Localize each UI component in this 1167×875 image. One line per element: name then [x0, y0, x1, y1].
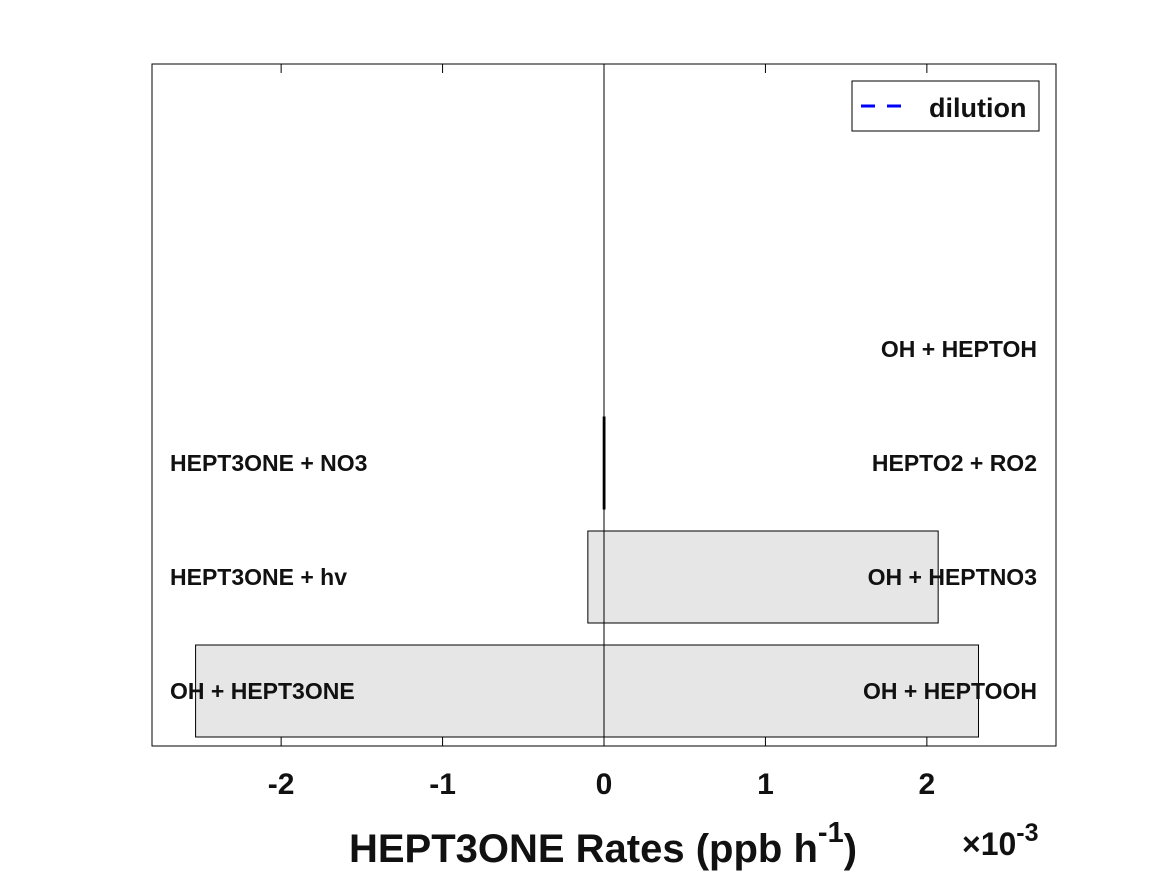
- production-bar-0: [603, 644, 980, 738]
- x-axis-label-main: HEPT3ONE Rates (ppb h: [349, 827, 818, 871]
- production-label: OH + HEPTNO3: [868, 564, 1037, 590]
- axis-exponent-base: ×10: [962, 826, 1016, 862]
- production-label: HEPTO2 + RO2: [872, 450, 1037, 476]
- axis-exponent: ×10-3: [962, 819, 1039, 862]
- ticks-layer: -2 -1 0 1 2: [268, 64, 935, 801]
- production-label: OH + HEPTOH: [881, 336, 1037, 362]
- x-tick-label: -2: [268, 768, 295, 801]
- production-bar-1: [603, 530, 939, 624]
- loss-label: OH + HEPT3ONE: [170, 678, 355, 704]
- x-axis-label-sup: -1: [818, 817, 844, 849]
- bars-layer: [195, 416, 980, 738]
- loss-bar-0: [195, 644, 605, 738]
- labels-layer: OH + HEPT3ONE OH + HEPTOOH HEPT3ONE + hv OH…: [170, 336, 1037, 704]
- x-tick-label: 0: [596, 768, 613, 801]
- legend-box: [851, 80, 1040, 132]
- legend: dilution: [851, 80, 1040, 132]
- production-label: OH + HEPTOOH: [863, 678, 1037, 704]
- loss-bar-1: [587, 530, 605, 624]
- x-tick-label: 1: [757, 768, 774, 801]
- axis-exponent-power: -3: [1016, 819, 1038, 847]
- x-axis-label: HEPT3ONE Rates (ppb h-1): [349, 817, 857, 871]
- loss-label: HEPT3ONE + NO3: [170, 450, 367, 476]
- loss-label: HEPT3ONE + hv: [170, 564, 347, 590]
- x-tick-label: -1: [429, 768, 456, 801]
- legend-dilution-label: dilution: [929, 93, 1026, 123]
- x-axis-label-close: ): [844, 827, 857, 871]
- x-tick-label: 2: [919, 768, 936, 801]
